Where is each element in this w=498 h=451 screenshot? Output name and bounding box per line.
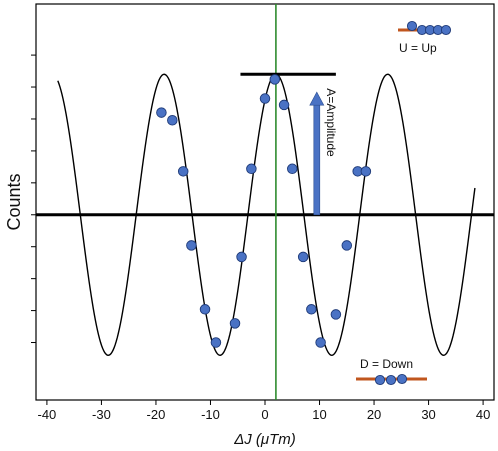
down-dot — [396, 373, 408, 385]
data-point — [341, 240, 353, 251]
data-point — [236, 251, 247, 263]
plot-frame — [35, 3, 495, 401]
data-point — [297, 251, 309, 263]
data-point — [287, 163, 298, 175]
amplitude-label: A=Amplitude — [324, 88, 338, 157]
data-point — [306, 304, 317, 315]
x-tick-label: 0 — [261, 407, 268, 422]
x-tick-label: 30 — [421, 407, 435, 422]
data-point — [246, 163, 257, 175]
data-point — [269, 74, 281, 85]
data-point — [259, 93, 271, 104]
data-point — [199, 304, 211, 315]
y-axis-title: Counts — [4, 173, 24, 230]
down-icon — [356, 373, 427, 386]
down-dot — [374, 374, 386, 386]
x-tick-label: 10 — [312, 407, 326, 422]
data-point — [315, 337, 326, 348]
up-label: U = Up — [399, 41, 437, 55]
down-label: D = Down — [360, 357, 413, 371]
data-point — [330, 309, 342, 320]
down-dot — [385, 374, 397, 386]
data-point — [156, 107, 167, 118]
x-tick-label: 20 — [367, 407, 381, 422]
x-tick-label: -10 — [201, 407, 220, 422]
x-tick-label: -40 — [38, 407, 57, 422]
up-dot — [440, 24, 452, 36]
data-point — [360, 166, 372, 177]
x-tick-label: -30 — [92, 407, 111, 422]
data-point — [278, 99, 290, 111]
x-axis-title: ΔJ (μTm) — [233, 431, 296, 448]
data-point — [177, 166, 189, 177]
up-dot — [406, 20, 418, 32]
data-point — [229, 318, 241, 329]
data-point — [210, 337, 222, 348]
data-point — [167, 114, 178, 126]
data-point — [186, 240, 197, 251]
amplitude-arrow-shaft — [313, 103, 321, 216]
x-tick-label: 40 — [476, 407, 490, 422]
x-tick-label: -20 — [147, 407, 166, 422]
up-icon — [398, 20, 452, 36]
amplitude-arrow-head — [309, 91, 325, 106]
